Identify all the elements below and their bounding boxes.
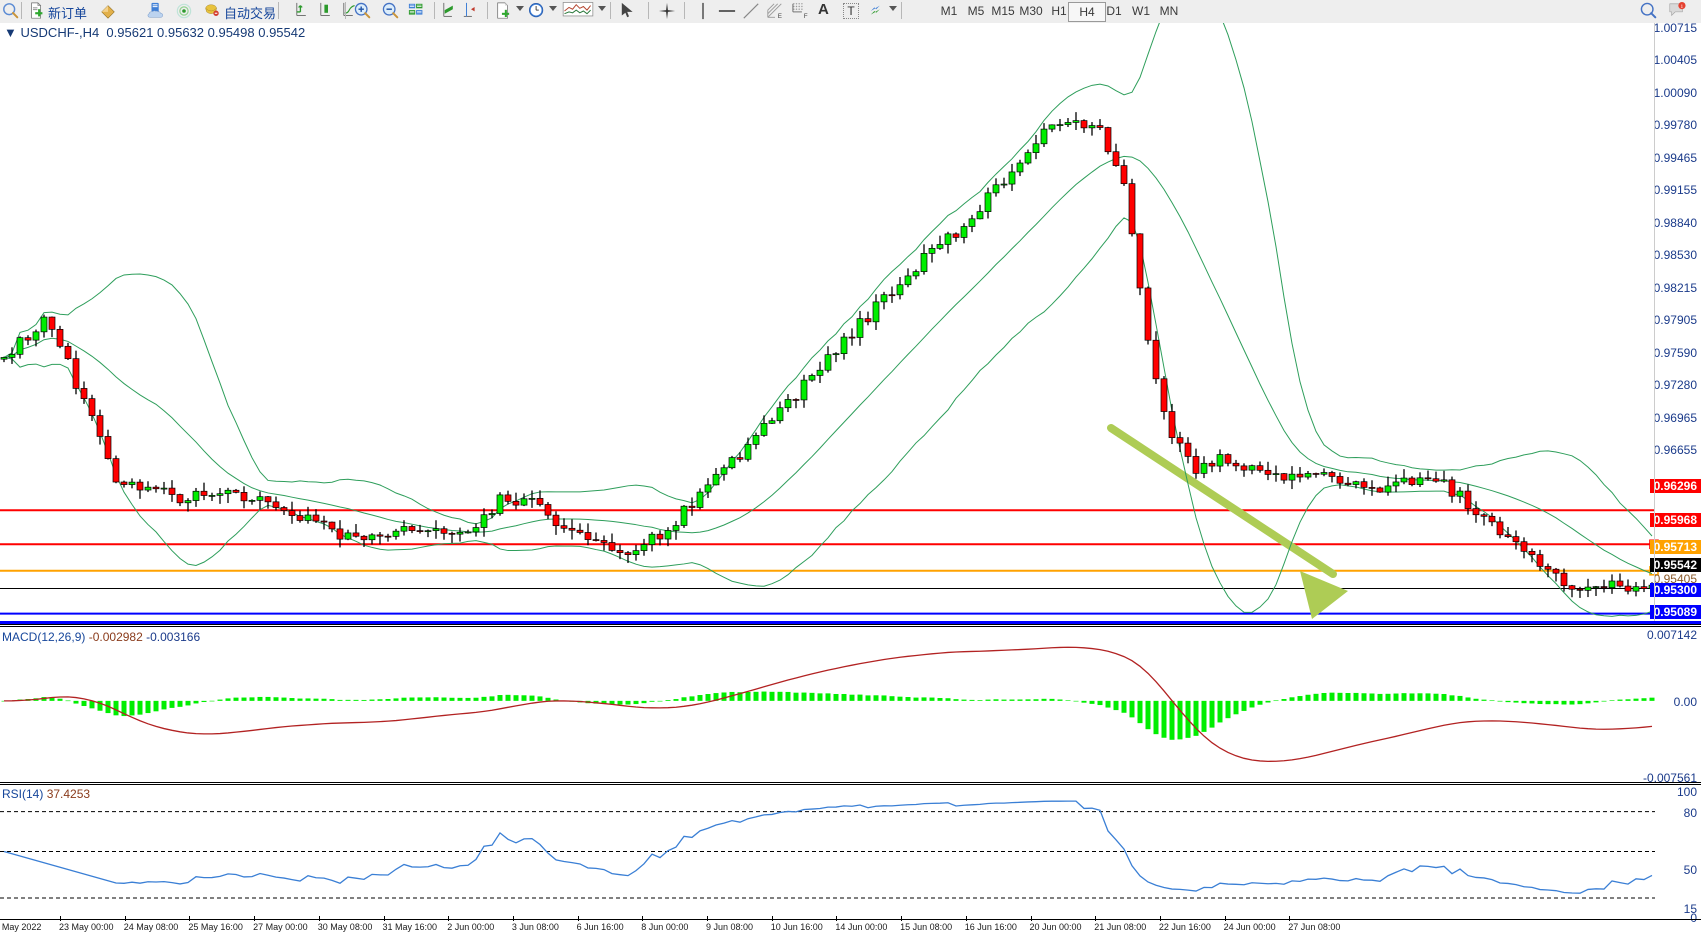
svg-text:1: 1 <box>1681 4 1684 10</box>
svg-text:E: E <box>778 13 782 20</box>
svg-text:F: F <box>804 13 808 20</box>
